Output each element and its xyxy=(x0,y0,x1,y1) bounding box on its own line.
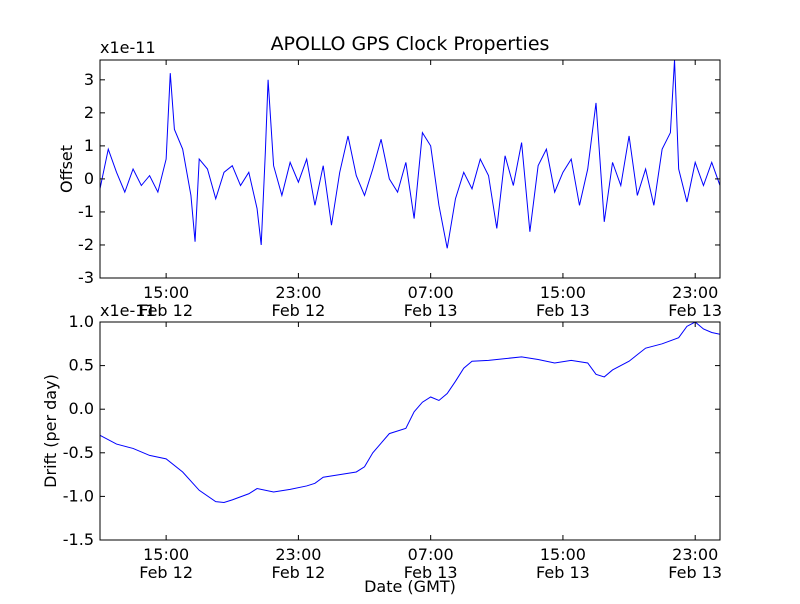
xtick-time-label: 07:00 xyxy=(408,545,454,564)
drift-plot-area xyxy=(100,322,720,540)
xtick-time-label: 15:00 xyxy=(540,283,586,302)
ytick-label: 0 xyxy=(84,169,94,188)
offset-series xyxy=(100,60,720,249)
xtick-time-label: 23:00 xyxy=(672,283,718,302)
ytick-label: -1 xyxy=(78,202,94,221)
xtick-time-label: 23:00 xyxy=(275,545,321,564)
offset-ylabel: Offset xyxy=(57,145,76,193)
ytick-label: -2 xyxy=(78,235,94,254)
xtick-date-label: Feb 13 xyxy=(404,563,458,582)
ytick-label: -1.0 xyxy=(63,486,94,505)
xtick-date-label: Feb 13 xyxy=(536,301,590,320)
drift-exponent-label: x1e-11 xyxy=(100,301,156,320)
ytick-label: -1.5 xyxy=(63,530,94,549)
xtick-date-label: Feb 12 xyxy=(139,563,193,582)
drift-ylabel: Drift (per day) xyxy=(41,374,60,488)
ytick-label: 0.5 xyxy=(69,356,94,375)
ytick-label: -0.5 xyxy=(63,443,94,462)
ytick-label: 2 xyxy=(84,103,94,122)
xtick-date-label: Feb 12 xyxy=(272,563,326,582)
xtick-date-label: Feb 13 xyxy=(536,563,590,582)
xtick-time-label: 07:00 xyxy=(408,283,454,302)
xtick-date-label: Feb 12 xyxy=(139,301,193,320)
offset-axes-frame xyxy=(99,59,721,279)
offset-plot-area xyxy=(100,60,720,278)
xtick-time-label: 23:00 xyxy=(672,545,718,564)
ytick-label: -3 xyxy=(78,268,94,287)
drift-series xyxy=(100,322,720,504)
xtick-time-label: 15:00 xyxy=(143,283,189,302)
xtick-date-label: Feb 12 xyxy=(272,301,326,320)
ytick-label: 3 xyxy=(84,70,94,89)
series-line-0-0 xyxy=(100,60,720,249)
ytick-label: 0.0 xyxy=(69,399,94,418)
drift-axes-frame xyxy=(99,321,721,541)
xtick-time-label: 15:00 xyxy=(143,545,189,564)
ytick-label: 1 xyxy=(84,136,94,155)
ytick-label: 1.0 xyxy=(69,312,94,331)
xtick-time-label: 23:00 xyxy=(275,283,321,302)
xtick-time-label: 15:00 xyxy=(540,545,586,564)
xtick-date-label: Feb 13 xyxy=(668,563,722,582)
series-line-1-0 xyxy=(100,322,720,504)
drift-xlabel: Date (GMT) xyxy=(364,577,456,596)
chart-title: APOLLO GPS Clock Properties xyxy=(271,33,550,55)
xtick-date-label: Feb 13 xyxy=(404,301,458,320)
offset-exponent-label: x1e-11 xyxy=(100,38,156,57)
xtick-date-label: Feb 13 xyxy=(668,301,722,320)
